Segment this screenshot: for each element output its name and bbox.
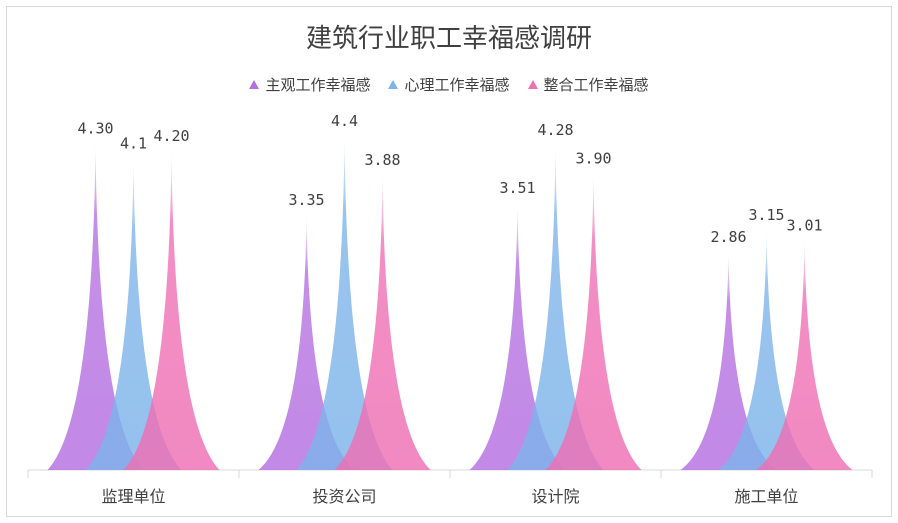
data-label-2-2: 3.90 [575, 150, 611, 168]
spike-2-3 [756, 242, 853, 470]
data-label-1-2: 4.28 [537, 121, 573, 139]
x-tick-label: 设计院 [531, 487, 579, 506]
data-label-0-1: 3.35 [288, 191, 324, 209]
data-label-1-3: 3.15 [748, 206, 784, 224]
data-label-0-3: 2.86 [710, 228, 746, 246]
data-label-1-0: 4.1 [120, 134, 147, 152]
spike-0-0 [47, 145, 144, 470]
legend-marker-triangle-icon [527, 80, 538, 89]
spike-2-0 [123, 152, 220, 470]
legend-label: 心理工作幸福感 [404, 76, 510, 94]
spike-1-0 [85, 160, 182, 470]
data-label-2-3: 3.01 [786, 217, 822, 235]
spike-1-2 [507, 146, 604, 471]
legend-item-series-0: 主观工作幸福感 [249, 74, 370, 95]
x-tick-label: 监理单位 [101, 487, 165, 506]
legend-label: 主观工作幸福感 [265, 76, 371, 94]
legend-item-series-1: 心理工作幸福感 [388, 74, 510, 95]
chart-title: 建筑行业职工幸福感调研 [305, 24, 592, 54]
data-label-1-1: 4.4 [331, 112, 358, 130]
x-tick-label: 施工单位 [734, 487, 798, 506]
data-label-0-0: 4.30 [77, 119, 113, 137]
spike-0-2 [469, 204, 566, 470]
spike-2-2 [545, 175, 642, 471]
legend: 主观工作幸福感 心理工作幸福感 整合工作幸福感 [0, 74, 898, 95]
legend-marker-triangle-icon [249, 80, 260, 89]
data-label-0-2: 3.51 [499, 179, 535, 197]
spike-0-3 [680, 254, 777, 470]
data-label-2-0: 4.20 [153, 127, 189, 145]
spike-1-3 [718, 232, 815, 470]
spike-1-1 [296, 137, 393, 471]
legend-label: 整合工作幸福感 [543, 76, 649, 94]
spike-2-1 [334, 177, 431, 470]
legend-item-series-2: 整合工作幸福感 [527, 74, 649, 95]
data-label-2-1: 3.88 [364, 151, 400, 169]
legend-marker-triangle-icon [388, 80, 399, 89]
spike-0-1 [258, 217, 355, 470]
x-tick-label: 投资公司 [312, 487, 376, 506]
